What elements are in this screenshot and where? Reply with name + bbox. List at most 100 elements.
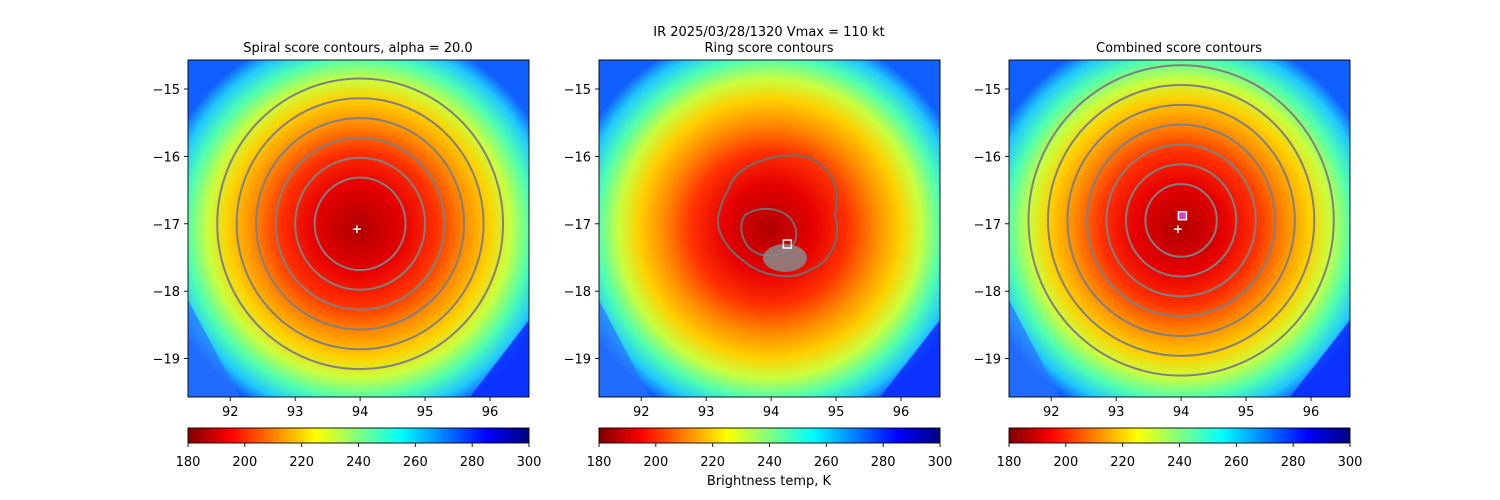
y-ticks-spiral: −15 −16 −17 −18 −19: [153, 83, 188, 368]
cold-region-se-combined: [1290, 320, 1350, 397]
x-tick-label: 96: [893, 405, 910, 420]
score-contour: [1027, 64, 1335, 377]
panel-spiral: Spiral score contours, alpha = 20.0 92 93…: [153, 41, 542, 470]
panel-ring: Ring score contours 92 93 94 95 96 −15 −16 −17…: [564, 41, 953, 489]
colorbar-tick-label: 220: [700, 455, 725, 470]
score-contour: [294, 156, 427, 291]
axes-frame-ring: [598, 59, 941, 398]
colorbar-tick-label: 180: [997, 455, 1022, 470]
y-tick-label: −15: [153, 83, 180, 98]
brightness-image-ring: [599, 60, 940, 397]
y-tick-label: −17: [564, 218, 591, 233]
x-ticks-combined: 92 93 94 95 96: [1043, 397, 1319, 420]
colorbar-tick-label: 300: [517, 455, 542, 470]
ring-center-square-marker: [782, 239, 793, 249]
x-tick-label: 92: [222, 405, 239, 420]
score-contour: [235, 97, 485, 351]
colorbar-tick-label: 300: [928, 455, 953, 470]
colorbar-spiral: [187, 427, 530, 444]
colorbar-tick-label: 280: [871, 455, 896, 470]
score-contour: [313, 176, 407, 272]
y-tick-label: −16: [974, 150, 1001, 165]
marker-group-spiral: [352, 225, 361, 234]
y-tick-label: −18: [974, 285, 1001, 300]
x-tick-label: 94: [352, 405, 369, 420]
score-contour: [1105, 143, 1257, 298]
marker-group-ring: [782, 239, 793, 249]
x-tick-label: 95: [1238, 405, 1255, 420]
x-tick-label: 96: [1303, 405, 1320, 420]
score-contour: [1046, 84, 1316, 357]
y-tick-label: −19: [974, 353, 1001, 368]
score-contour: [1066, 103, 1296, 338]
score-contour: [274, 136, 446, 311]
colorbar-ring: [598, 427, 941, 444]
warm-region-sw-ring: [599, 300, 650, 397]
x-ticks-ring: 92 93 94 95 96: [633, 397, 909, 420]
colorbar-label: Brightness temp, K: [707, 474, 832, 489]
score-contour: [1085, 123, 1277, 318]
ring-contour-outer: [716, 154, 838, 278]
y-ticks-ring: −15 −16 −17 −18 −19: [564, 83, 599, 368]
colorbar-tick-label: 260: [1224, 455, 1249, 470]
colorbar-tick-label: 280: [1281, 455, 1306, 470]
x-tick-label: 92: [1043, 405, 1060, 420]
colorbar-tick-label: 180: [176, 455, 201, 470]
y-tick-label: −16: [153, 150, 180, 165]
y-tick-label: −16: [564, 150, 591, 165]
panel-title-ring: Ring score contours: [704, 41, 833, 56]
colorbar-tick-label: 200: [1053, 455, 1078, 470]
center-plus-marker: [352, 225, 361, 234]
colorbar-ticks-ring: 180 200 220 240 260 280 300: [587, 443, 953, 470]
y-tick-label: −15: [974, 83, 1001, 98]
x-tick-label: 93: [287, 405, 304, 420]
x-ticks-spiral: 92 93 94 95 96: [222, 397, 498, 420]
ring-contour-core: [763, 244, 807, 272]
colorbar-tick-label: 300: [1338, 455, 1363, 470]
colorbar-tick-label: 200: [232, 455, 257, 470]
y-tick-label: −18: [153, 285, 180, 300]
contour-group-combined: [1027, 64, 1335, 377]
x-tick-label: 92: [633, 405, 650, 420]
contour-group-spiral: [216, 77, 505, 371]
colorbar-ticks-spiral: 180 200 220 240 260 280 300: [176, 443, 542, 470]
x-tick-label: 95: [828, 405, 845, 420]
colorbar-tick-label: 260: [403, 455, 428, 470]
colorbar-combined: [1008, 427, 1351, 444]
score-contour: [216, 77, 505, 371]
center-plus-marker: [1173, 225, 1182, 234]
colorbar-tick-label: 260: [814, 455, 839, 470]
axes-frame-combined: [1008, 59, 1351, 398]
y-tick-label: −19: [564, 353, 591, 368]
x-tick-label: 94: [763, 405, 780, 420]
colorbar-tick-label: 240: [346, 455, 371, 470]
x-tick-label: 93: [1108, 405, 1125, 420]
y-tick-label: −15: [564, 83, 591, 98]
colorbar-tick-label: 240: [757, 455, 782, 470]
colorbar-tick-label: 200: [643, 455, 668, 470]
panel-title-spiral: Spiral score contours, alpha = 20.0: [243, 41, 472, 56]
colorbar-tick-label: 220: [289, 455, 314, 470]
x-tick-label: 93: [698, 405, 715, 420]
panel-combined: Combined score contours 92 93 94 95 96 −15 −1…: [974, 41, 1363, 470]
y-tick-label: −17: [153, 218, 180, 233]
x-tick-label: 94: [1173, 405, 1190, 420]
figure-suptitle: IR 2025/03/28/1320 Vmax = 110 kt: [653, 25, 884, 40]
x-tick-label: 95: [417, 405, 434, 420]
y-tick-label: −19: [153, 353, 180, 368]
colorbar-tick-label: 180: [587, 455, 612, 470]
y-tick-label: −17: [974, 218, 1001, 233]
warm-region-sw-combined: [1009, 300, 1060, 397]
combined-center-square-marker: [1177, 210, 1188, 221]
score-contour: [1144, 183, 1218, 258]
score-contour: [1124, 163, 1238, 278]
panel-title-combined: Combined score contours: [1096, 41, 1262, 56]
colorbar-ticks-combined: 180 200 220 240 260 280 300: [997, 443, 1363, 470]
colorbar-tick-label: 280: [460, 455, 485, 470]
y-tick-label: −18: [564, 285, 591, 300]
x-tick-label: 96: [482, 405, 499, 420]
warm-region-sw-spiral: [188, 300, 240, 397]
colorbar-tick-label: 220: [1110, 455, 1135, 470]
colorbar-tick-label: 240: [1167, 455, 1192, 470]
